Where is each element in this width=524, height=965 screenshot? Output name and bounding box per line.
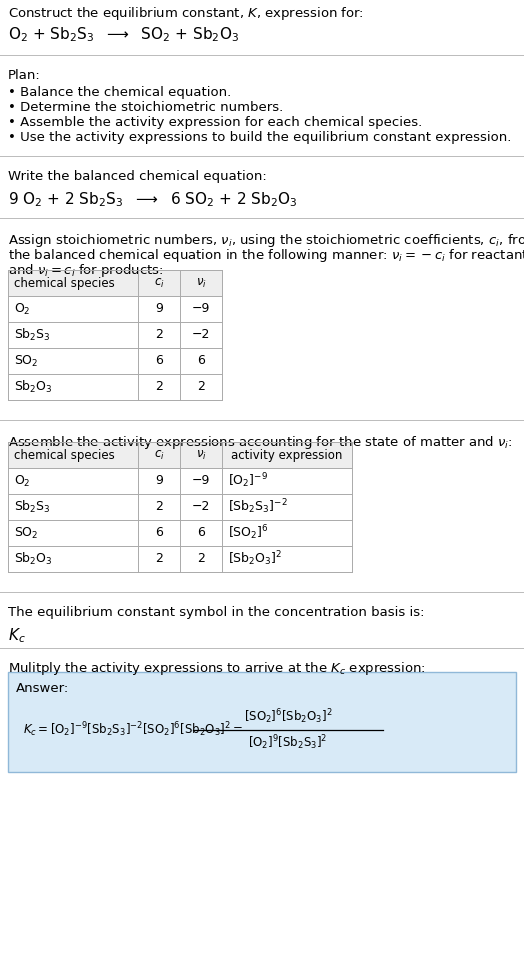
Text: • Assemble the activity expression for each chemical species.: • Assemble the activity expression for e…	[8, 116, 422, 129]
Text: 6: 6	[155, 527, 163, 539]
Text: Write the balanced chemical equation:: Write the balanced chemical equation:	[8, 170, 267, 183]
Text: −2: −2	[192, 328, 210, 342]
Text: 2: 2	[155, 328, 163, 342]
Text: 9: 9	[155, 475, 163, 487]
Text: 2: 2	[155, 501, 163, 513]
Bar	[8, 270, 222, 296]
Text: Plan:: Plan:	[8, 69, 41, 82]
Text: $\mathrm{Sb}_2\mathrm{O}_3$: $\mathrm{Sb}_2\mathrm{O}_3$	[14, 379, 53, 395]
Text: Assign stoichiometric numbers, $\nu_i$, using the stoichiometric coefficients, $: Assign stoichiometric numbers, $\nu_i$, …	[8, 232, 524, 249]
Text: $[\mathrm{Sb}_2\mathrm{S}_3]^{-2}$: $[\mathrm{Sb}_2\mathrm{S}_3]^{-2}$	[228, 498, 288, 516]
Text: and $\nu_i = c_i$ for products:: and $\nu_i = c_i$ for products:	[8, 262, 163, 279]
Text: 2: 2	[155, 553, 163, 565]
Text: The equilibrium constant symbol in the concentration basis is:: The equilibrium constant symbol in the c…	[8, 606, 424, 619]
Bar	[8, 270, 222, 400]
Bar	[8, 442, 352, 468]
Text: $[\mathrm{O}_2]^{-9}$: $[\mathrm{O}_2]^{-9}$	[228, 472, 268, 490]
Text: −2: −2	[192, 501, 210, 513]
Text: $\nu_i$: $\nu_i$	[195, 449, 206, 461]
Text: $[\mathrm{Sb}_2\mathrm{O}_3]^{2}$: $[\mathrm{Sb}_2\mathrm{O}_3]^{2}$	[228, 550, 282, 568]
Text: • Balance the chemical equation.: • Balance the chemical equation.	[8, 86, 231, 99]
Text: the balanced chemical equation in the following manner: $\nu_i = -c_i$ for react: the balanced chemical equation in the fo…	[8, 247, 524, 264]
Text: 6: 6	[155, 354, 163, 368]
Text: $\mathrm{Sb}_2\mathrm{S}_3$: $\mathrm{Sb}_2\mathrm{S}_3$	[14, 499, 51, 515]
Text: $\mathrm{O}_2$: $\mathrm{O}_2$	[14, 474, 30, 488]
Text: −9: −9	[192, 302, 210, 316]
Text: 9 $\mathrm{O}_2$ + 2 $\mathrm{Sb}_2\mathrm{S}_3$  $\longrightarrow$  6 $\mathrm{: 9 $\mathrm{O}_2$ + 2 $\mathrm{Sb}_2\math…	[8, 190, 298, 208]
Bar	[8, 672, 516, 772]
Text: $\mathrm{Sb}_2\mathrm{O}_3$: $\mathrm{Sb}_2\mathrm{O}_3$	[14, 551, 53, 567]
Text: 2: 2	[155, 380, 163, 394]
Text: 6: 6	[197, 527, 205, 539]
Text: $\mathrm{Sb}_2\mathrm{S}_3$: $\mathrm{Sb}_2\mathrm{S}_3$	[14, 327, 51, 343]
Text: chemical species: chemical species	[14, 277, 115, 290]
Text: $[\mathrm{SO}_2]^{6}$: $[\mathrm{SO}_2]^{6}$	[228, 524, 269, 542]
Text: $[\mathrm{O}_2]^9[\mathrm{Sb}_2\mathrm{S}_3]^2$: $[\mathrm{O}_2]^9[\mathrm{Sb}_2\mathrm{S…	[248, 733, 328, 753]
Text: $\mathrm{O}_2$: $\mathrm{O}_2$	[14, 301, 30, 317]
Text: $\mathrm{SO}_2$: $\mathrm{SO}_2$	[14, 353, 38, 369]
Text: • Use the activity expressions to build the equilibrium constant expression.: • Use the activity expressions to build …	[8, 131, 511, 144]
Text: 9: 9	[155, 302, 163, 316]
Text: Mulitply the activity expressions to arrive at the $K_c$ expression:: Mulitply the activity expressions to arr…	[8, 660, 426, 677]
Text: $c_i$: $c_i$	[154, 449, 165, 461]
Text: Assemble the activity expressions accounting for the state of matter and $\nu_i$: Assemble the activity expressions accoun…	[8, 434, 512, 451]
Text: $\mathrm{O}_2$ + $\mathrm{Sb}_2\mathrm{S}_3$  $\longrightarrow$  $\mathrm{SO}_2$: $\mathrm{O}_2$ + $\mathrm{Sb}_2\mathrm{S…	[8, 25, 239, 43]
Text: Construct the equilibrium constant, $K$, expression for:: Construct the equilibrium constant, $K$,…	[8, 5, 364, 22]
Text: $c_i$: $c_i$	[154, 276, 165, 289]
Text: 2: 2	[197, 380, 205, 394]
Text: activity expression: activity expression	[231, 449, 343, 461]
Text: $\mathrm{SO}_2$: $\mathrm{SO}_2$	[14, 526, 38, 540]
Text: $\nu_i$: $\nu_i$	[195, 276, 206, 289]
Text: chemical species: chemical species	[14, 449, 115, 461]
Text: • Determine the stoichiometric numbers.: • Determine the stoichiometric numbers.	[8, 101, 283, 114]
Bar	[8, 442, 352, 572]
Text: $[\mathrm{SO}_2]^6[\mathrm{Sb}_2\mathrm{O}_3]^2$: $[\mathrm{SO}_2]^6[\mathrm{Sb}_2\mathrm{…	[244, 707, 332, 727]
Text: 6: 6	[197, 354, 205, 368]
Text: $K_c = [\mathrm{O}_2]^{-9}[\mathrm{Sb}_2\mathrm{S}_3]^{-2}[\mathrm{SO}_2]^{6}[\m: $K_c = [\mathrm{O}_2]^{-9}[\mathrm{Sb}_2…	[23, 721, 243, 739]
Text: Answer:: Answer:	[16, 682, 69, 695]
Text: 2: 2	[197, 553, 205, 565]
Text: $K_c$: $K_c$	[8, 626, 26, 645]
Text: −9: −9	[192, 475, 210, 487]
